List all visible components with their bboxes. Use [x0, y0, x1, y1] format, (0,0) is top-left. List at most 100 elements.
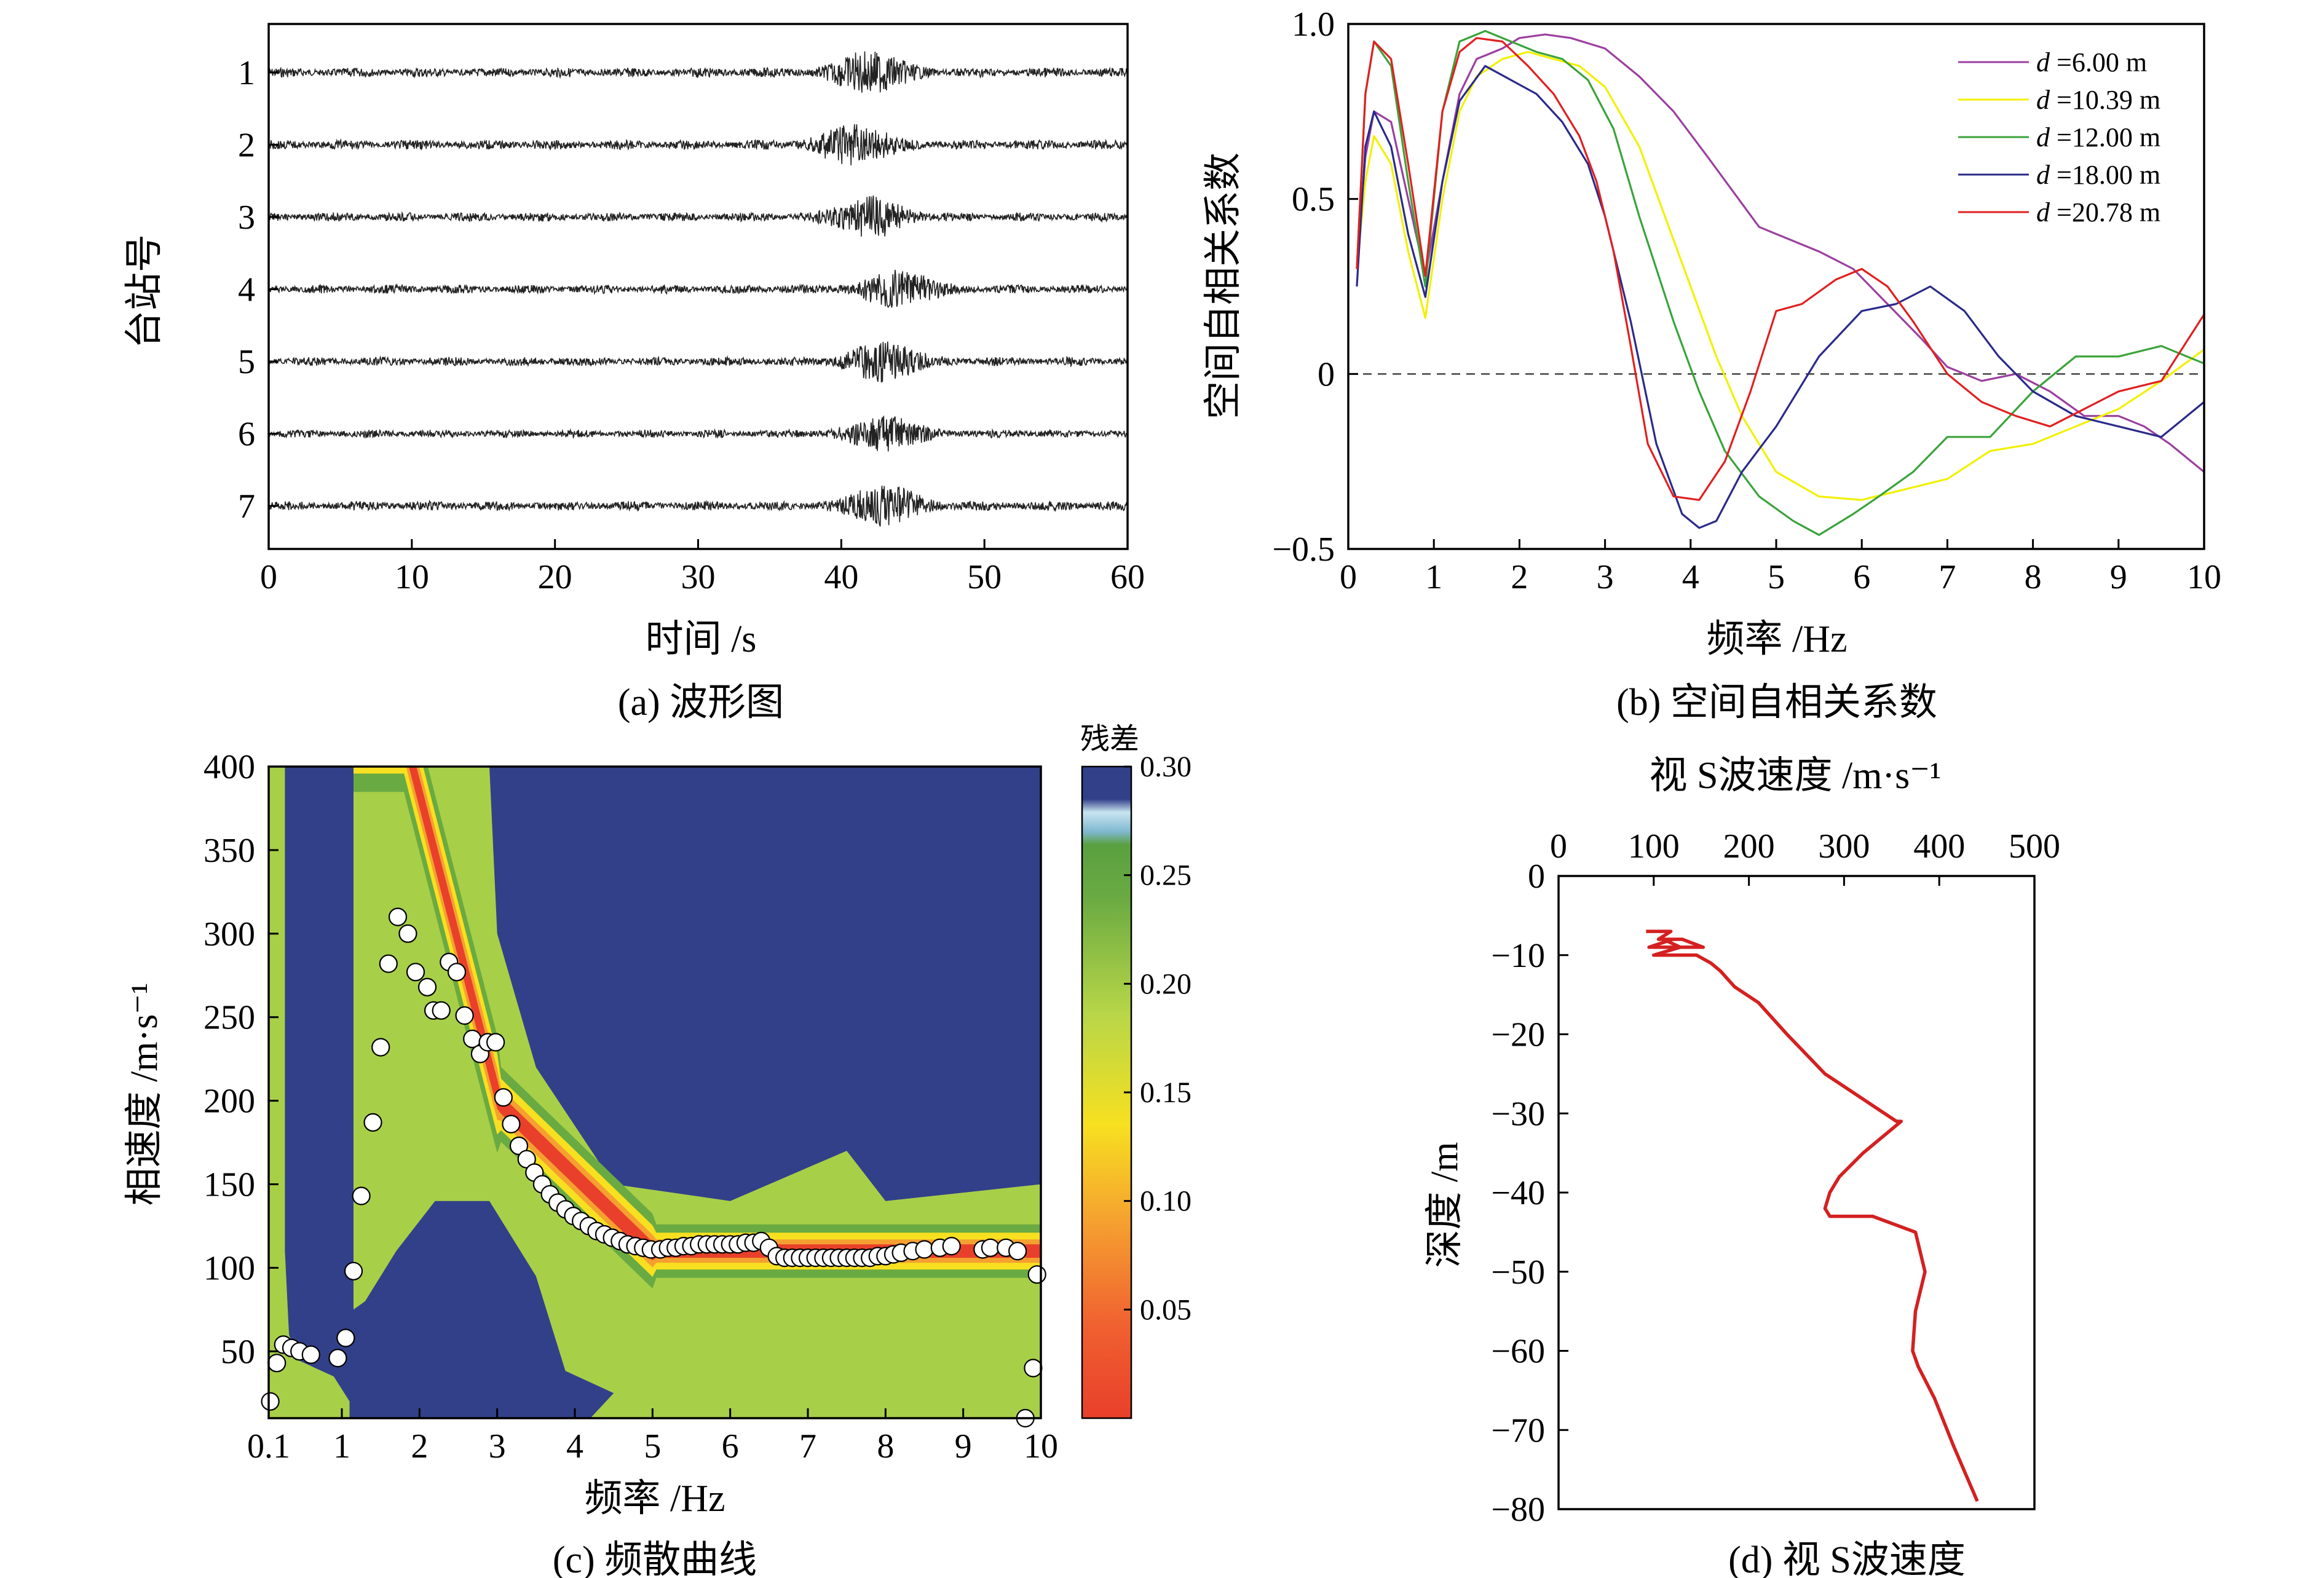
x-tick-label: 10	[1024, 1427, 1058, 1466]
y-tick-label: 300	[204, 915, 255, 953]
x-tick-label: 2	[411, 1427, 428, 1466]
dispersion-point	[1027, 1265, 1046, 1284]
x-tick-label: 40	[824, 558, 858, 596]
series-line	[1356, 50, 2204, 501]
legend-label-var: d	[2036, 85, 2050, 115]
y-tick-label: 0.5	[1292, 181, 1335, 219]
dispersion-point	[344, 1261, 363, 1280]
dispersion-point	[447, 963, 467, 982]
x-tick-label: 3	[1597, 558, 1614, 596]
legend-label-var: d	[2036, 122, 2050, 152]
legend: d =6.00 md =10.39 md =12.00 md =18.00 md…	[1958, 47, 2160, 227]
colorbar-tick-label: 0.05	[1140, 1293, 1192, 1326]
panel-d-frame	[1557, 875, 2036, 1510]
x-tick-label: 5	[644, 1427, 661, 1466]
y-tick-label: 150	[204, 1166, 255, 1204]
panel-d-ylabel: 深度 /m	[1424, 1142, 1466, 1268]
legend-label-value: =6.00 m	[2050, 47, 2147, 77]
x-tick-label: 1	[1425, 558, 1442, 596]
panel-c-ticks: 0.1 1 2 3 4 5 6 7 8 9 10 50 100 150 200 250 300 350 400	[204, 748, 1058, 1466]
panel-a: 0 10 20 30 40 50 60 1 2 3 4 5 6 7 时间 /s 台站号 (a) 波形图	[124, 23, 1145, 724]
legend-label: d =10.39 m	[2036, 85, 2160, 115]
panel-b-xlabel: 频率 /Hz	[1706, 618, 1847, 660]
waveform-station-3	[269, 195, 1128, 237]
x-tick-label: 8	[2025, 558, 2042, 596]
legend-label-var: d	[2036, 160, 2050, 190]
legend-label: d =18.00 m	[2036, 160, 2160, 190]
x-tick-label: 500	[2009, 827, 2060, 866]
waveform-station-5	[269, 341, 1128, 383]
x-tick-label: 50	[967, 558, 1002, 596]
y-tick-label: 7	[238, 487, 255, 526]
x-tick-label: 0.1	[247, 1427, 290, 1466]
dispersion-point	[1008, 1242, 1027, 1261]
x-tick-label: 7	[799, 1427, 816, 1466]
legend-label-value: =18.00 m	[2050, 160, 2160, 190]
dispersion-point	[942, 1236, 961, 1256]
low-frequency-residual-band	[269, 767, 350, 1418]
y-tick-label: 0	[1528, 858, 1545, 896]
dispersion-point	[417, 977, 437, 996]
dispersion-point	[915, 1240, 934, 1259]
y-tick-label: −30	[1491, 1095, 1545, 1133]
y-tick-label: 400	[204, 748, 255, 786]
y-tick-label: −80	[1491, 1491, 1545, 1529]
y-tick-label: 250	[204, 999, 255, 1037]
y-tick-label: 4	[238, 271, 255, 309]
colorbar-tick-label: 0.25	[1140, 859, 1192, 892]
y-tick-label: −70	[1491, 1411, 1545, 1450]
x-tick-label: 9	[2110, 558, 2127, 596]
dispersion-point	[486, 1033, 505, 1052]
x-tick-label: 100	[1628, 827, 1680, 866]
y-tick-label: 50	[221, 1333, 255, 1371]
waveform-station-1	[269, 51, 1128, 93]
y-tick-label: 5	[238, 343, 255, 381]
x-tick-label: 4	[566, 1427, 583, 1466]
x-tick-label: 30	[681, 558, 716, 596]
panel-b: 0 1 2 3 4 5 6 7 8 9 10−0.500.51.0 d =6.00 md =10.3…	[1203, 6, 2221, 724]
y-tick-label: −60	[1491, 1333, 1545, 1371]
dispersion-point	[1024, 1359, 1043, 1378]
panel-d-xlabel: 视 S波速度 /m·s⁻¹	[1649, 755, 1941, 797]
y-tick-label: 200	[204, 1083, 255, 1121]
panel-c-ylabel: 相速度 /m·s⁻¹	[124, 982, 165, 1205]
y-tick-label: 3	[238, 199, 255, 237]
x-tick-label: 5	[1768, 558, 1785, 596]
dispersion-point	[261, 1392, 280, 1411]
dispersion-point	[398, 924, 417, 943]
y-tick-label: −10	[1491, 937, 1545, 975]
series-line	[1356, 37, 2204, 501]
legend-label-value: =12.00 m	[2050, 122, 2160, 152]
panel-b-caption: (b) 空间自相关系数	[1616, 682, 1937, 724]
colorbar-tick-label: 0.15	[1140, 1076, 1192, 1109]
dispersion-point	[981, 1238, 1000, 1257]
x-tick-label: 4	[1682, 558, 1699, 596]
x-tick-label: 0	[260, 558, 277, 596]
legend-label-var: d	[2036, 47, 2050, 77]
x-tick-label: 20	[538, 558, 572, 596]
x-tick-label: 0	[1550, 827, 1567, 866]
legend-label: d =12.00 m	[2036, 122, 2160, 152]
panel-c-caption: (c) 频散曲线	[553, 1539, 757, 1578]
y-tick-label: −0.5	[1272, 531, 1335, 569]
x-tick-label: 1	[333, 1427, 350, 1466]
x-tick-label: 6	[722, 1427, 739, 1466]
high-frequency-residual-field	[559, 1284, 1041, 1418]
waveform-traces	[269, 51, 1128, 527]
dispersion-point	[267, 1354, 287, 1373]
x-tick-label: 7	[1939, 558, 1956, 596]
waveform-station-6	[269, 416, 1128, 452]
colorbar-tick-label: 0.30	[1140, 751, 1192, 783]
x-tick-label: 0	[1340, 558, 1357, 596]
waveform-station-4	[269, 269, 1128, 309]
dispersion-point	[502, 1114, 521, 1134]
y-tick-label: 6	[238, 416, 255, 454]
panel-d-ticks: 0 100 200 300 400 500 0 −10 −20 −30 −40 −50 −60 −70 −8…	[1491, 827, 2060, 1529]
dispersion-point	[455, 1006, 474, 1025]
panel-a-ticks: 0 10 20 30 40 50 60 1 2 3 4 5 6 7	[238, 54, 1145, 596]
y-tick-label: 100	[204, 1249, 255, 1287]
x-tick-label: 2	[1511, 558, 1528, 596]
x-tick-label: 6	[1853, 558, 1870, 596]
dispersion-point	[494, 1088, 513, 1107]
